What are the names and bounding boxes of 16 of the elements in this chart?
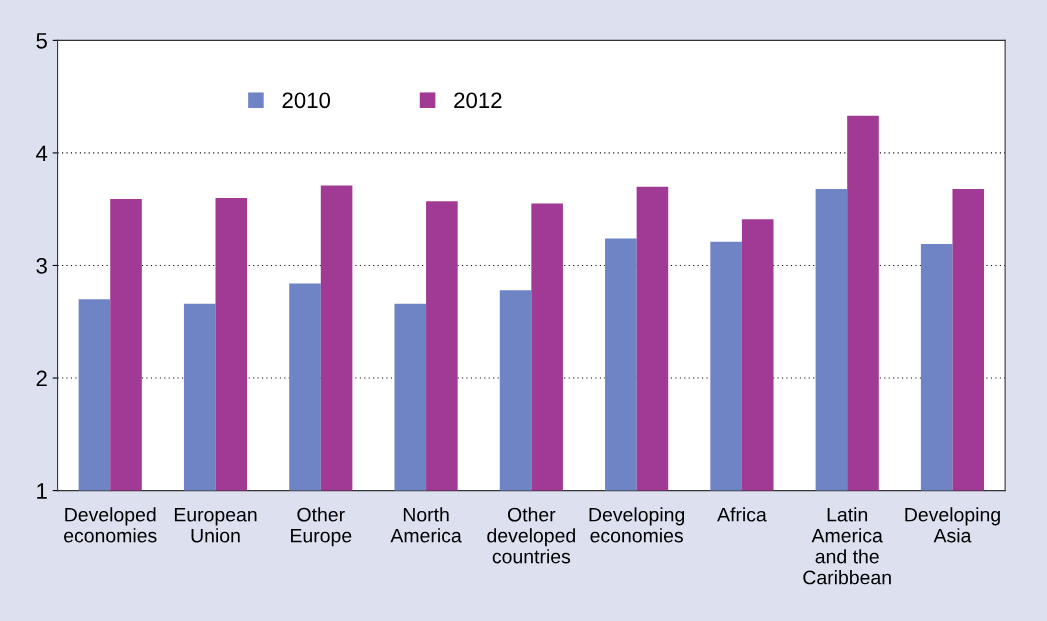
y-tick-label: 3 xyxy=(36,258,47,274)
y-tick-label: 4 xyxy=(36,145,48,161)
x-tick-label: North America xyxy=(390,507,462,543)
y-tick-label: 5 xyxy=(36,33,47,49)
y-tick-label: 1 xyxy=(37,483,47,499)
x-tick-label: Latin America and the Caribbean xyxy=(803,507,891,585)
y-tick-label: 2 xyxy=(36,370,47,387)
legend-label: 2012 xyxy=(454,92,502,109)
x-tick-label: Developing economies xyxy=(589,507,685,543)
x-tick-label: Developed economies xyxy=(64,507,157,543)
x-tick-label: Africa xyxy=(717,507,767,522)
x-tick-label: Other developed countries xyxy=(487,507,575,564)
x-tick-label: Other Europe xyxy=(291,507,352,547)
legend-label: 2010 xyxy=(282,92,331,109)
x-tick-label: Developing Asia xyxy=(905,507,1000,543)
x-tick-label: European Union xyxy=(174,507,257,543)
